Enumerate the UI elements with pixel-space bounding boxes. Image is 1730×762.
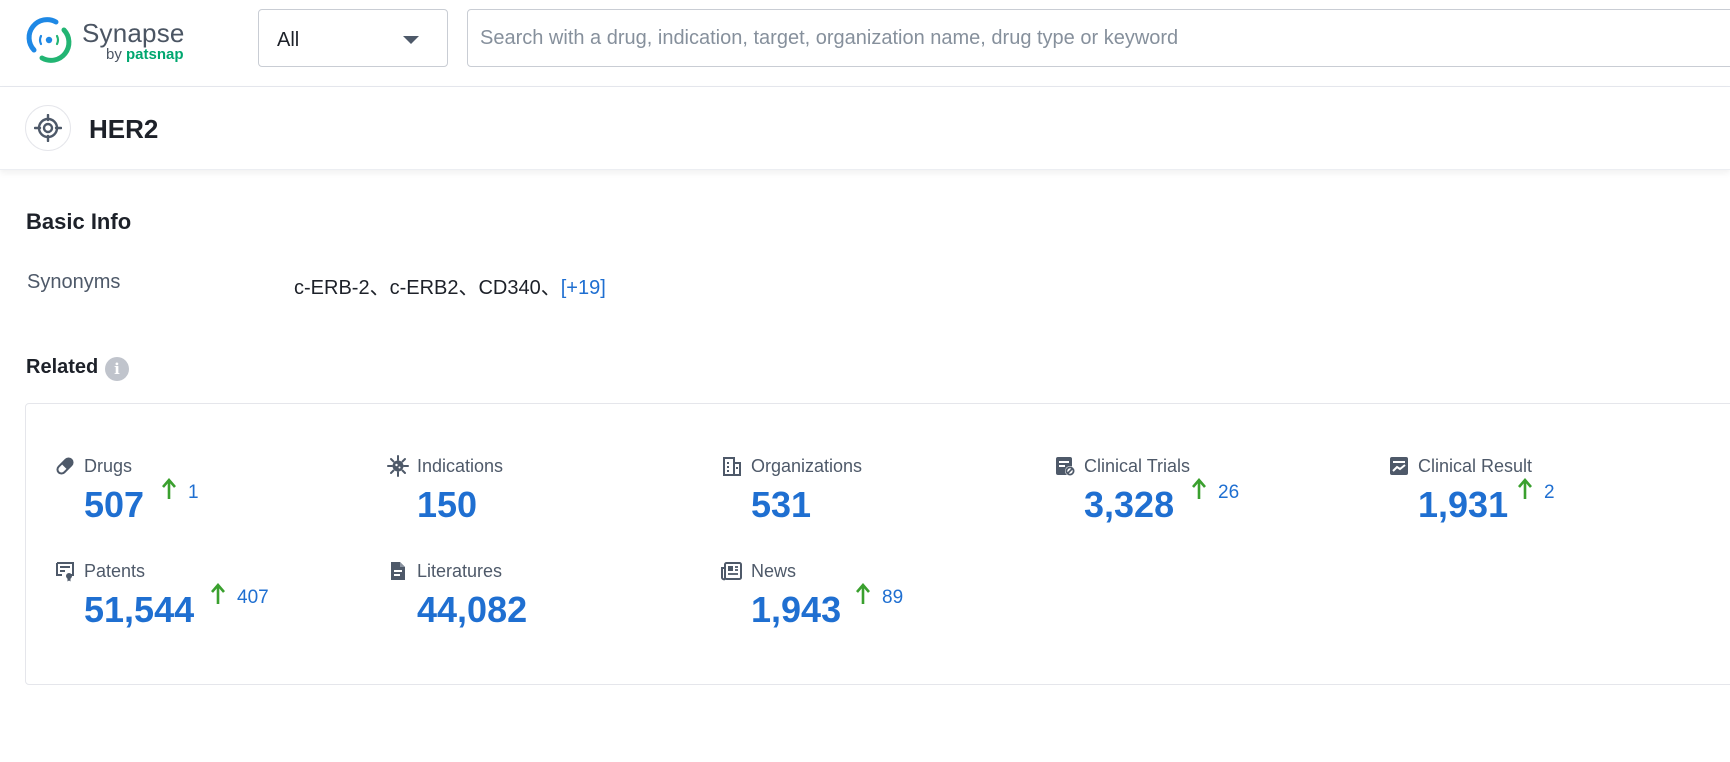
basic-info-heading: Basic Info	[26, 209, 131, 235]
page-title: HER2	[89, 114, 158, 145]
entity-header: HER2	[0, 87, 1730, 170]
search-scope-select[interactable]: All	[258, 9, 448, 67]
stat-drugs-label: Drugs	[84, 456, 132, 477]
stat-news[interactable]: News 1,943 89	[721, 559, 1041, 649]
logo-byline: by patsnap	[106, 46, 184, 63]
stat-drugs-delta: 1	[162, 478, 199, 504]
synonyms-more-link[interactable]: [+19]	[561, 277, 606, 299]
stat-news-delta: 89	[856, 583, 903, 609]
search-scope-value: All	[277, 29, 299, 52]
logo-wordmark: Synapse	[82, 18, 185, 49]
stat-clinical-result-value: 1,931	[1418, 484, 1508, 526]
document-icon	[387, 560, 409, 582]
stat-literatures[interactable]: Literatures 44,082	[387, 559, 707, 649]
stat-news-head: News	[721, 559, 796, 583]
up-arrow-icon	[856, 583, 870, 605]
stat-clinical-trials-value: 3,328	[1084, 484, 1174, 526]
stat-clinical-result-head: Clinical Result	[1388, 454, 1532, 478]
stat-clinical-result-label: Clinical Result	[1418, 456, 1532, 477]
stat-drugs-head: Drugs	[54, 454, 132, 478]
stat-news-value: 1,943	[751, 589, 841, 631]
stat-drugs[interactable]: Drugs 507 1	[54, 454, 374, 544]
stat-organizations-value: 531	[751, 484, 811, 526]
synonyms-list: c-ERB-2、c-ERB2、CD340、	[294, 277, 561, 299]
patent-icon	[54, 560, 76, 582]
building-icon	[721, 455, 743, 477]
clinical-trial-icon	[1054, 455, 1076, 477]
stat-indications-head: Indications	[387, 454, 503, 478]
search-input[interactable]	[467, 9, 1730, 67]
stat-clinical-trials-label: Clinical Trials	[1084, 456, 1190, 477]
stat-drugs-value: 507	[84, 484, 144, 526]
synonyms-values: c-ERB-2、c-ERB2、CD340、[+19]	[294, 271, 606, 300]
stat-news-delta-value: 89	[882, 587, 903, 609]
synapse-logo-icon	[26, 16, 72, 64]
virus-icon	[387, 455, 409, 477]
stat-patents-value: 51,544	[84, 589, 194, 631]
related-stats-panel: Drugs 507 1 Indications 150 Organization…	[25, 403, 1730, 685]
stat-news-label: News	[751, 561, 796, 582]
synapse-logo[interactable]: Synapse by patsnap	[26, 16, 206, 68]
stat-indications-label: Indications	[417, 456, 503, 477]
stat-indications[interactable]: Indications 150	[387, 454, 707, 544]
top-bar: Synapse by patsnap All	[0, 0, 1730, 87]
stat-clinical-result[interactable]: Clinical Result 1,931 2	[1388, 454, 1708, 544]
stat-organizations[interactable]: Organizations 531	[721, 454, 1041, 544]
stat-patents-label: Patents	[84, 561, 145, 582]
stat-organizations-head: Organizations	[721, 454, 862, 478]
up-arrow-icon	[211, 583, 225, 605]
stat-drugs-delta-value: 1	[188, 482, 199, 504]
newspaper-icon	[721, 560, 743, 582]
caret-down-icon	[403, 36, 419, 44]
stat-patents-delta: 407	[211, 583, 269, 609]
stat-patents[interactable]: Patents 51,544 407	[54, 559, 374, 649]
stat-indications-value: 150	[417, 484, 477, 526]
stat-patents-head: Patents	[54, 559, 145, 583]
stat-clinical-trials-head: Clinical Trials	[1054, 454, 1190, 478]
logo-byline-prefix: by	[106, 46, 126, 63]
stat-literatures-head: Literatures	[387, 559, 502, 583]
stat-patents-delta-value: 407	[237, 587, 269, 609]
related-heading: Related	[26, 356, 98, 379]
clinical-result-icon	[1388, 455, 1410, 477]
stat-clinical-result-delta: 2	[1518, 478, 1555, 504]
logo-byline-brand: patsnap	[126, 46, 184, 63]
stat-literatures-label: Literatures	[417, 561, 502, 582]
up-arrow-icon	[1192, 478, 1206, 500]
target-icon	[25, 105, 71, 151]
stat-literatures-value: 44,082	[417, 589, 527, 631]
info-icon[interactable]: i	[105, 357, 129, 381]
synonyms-label: Synonyms	[27, 271, 120, 294]
up-arrow-icon	[162, 478, 176, 500]
stat-clinical-result-delta-value: 2	[1544, 482, 1555, 504]
stat-clinical-trials-delta-value: 26	[1218, 482, 1239, 504]
stat-organizations-label: Organizations	[751, 456, 862, 477]
up-arrow-icon	[1518, 478, 1532, 500]
stat-clinical-trials-delta: 26	[1192, 478, 1239, 504]
stat-clinical-trials[interactable]: Clinical Trials 3,328 26	[1054, 454, 1374, 544]
pill-icon	[54, 455, 76, 477]
